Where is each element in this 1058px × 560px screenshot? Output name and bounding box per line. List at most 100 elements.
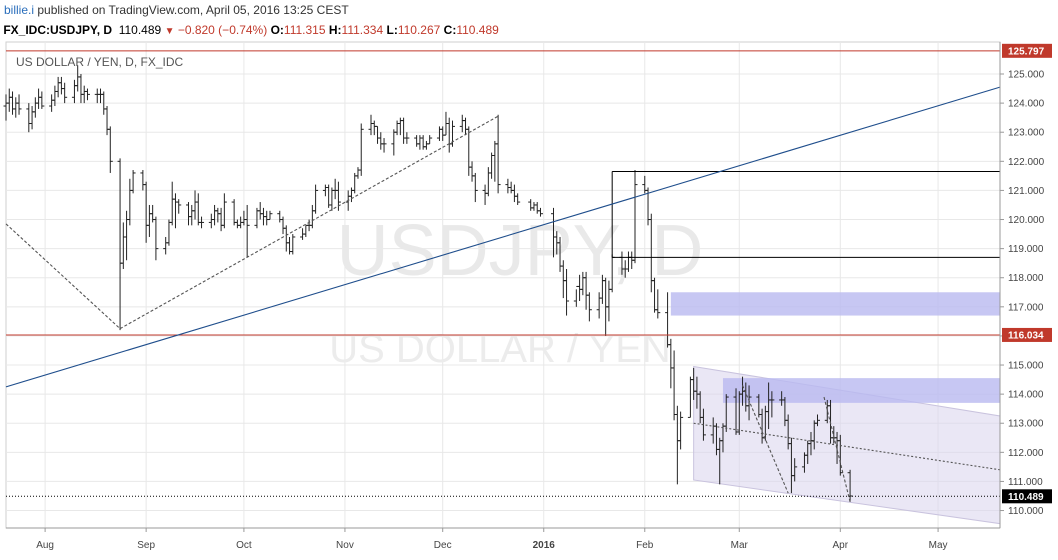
ohlc-bar — [36, 88, 42, 109]
ohlc-bar — [586, 292, 592, 322]
axes: 110.000 111.000 112.000 113.000 114.000 115.0… — [6, 42, 1052, 551]
ohlc-bar — [163, 236, 169, 255]
ohlc-bar — [449, 120, 455, 147]
ohlc-bar — [394, 120, 400, 136]
ohlc-bar — [215, 207, 221, 223]
ohlc-bar — [371, 120, 377, 136]
trend-line — [5, 86, 1001, 388]
ohlc-bar — [104, 106, 110, 136]
close-label: C: — [443, 23, 457, 37]
quote-line: FX_IDC:USDJPY, D 110.489 ▼ −0.820 (−0.74… — [0, 20, 1058, 40]
ohlc-bar — [55, 76, 61, 98]
price-tag: 116.034 — [1002, 327, 1052, 342]
ohlc-bar — [195, 193, 201, 226]
price-tag-box — [1002, 43, 1052, 58]
y-tick-label: 125.000 — [1008, 70, 1045, 81]
x-tick-label: Apr — [833, 540, 849, 551]
ohlc-bar — [208, 213, 214, 229]
ohlc-bar — [283, 225, 289, 252]
x-tick-label: Feb — [636, 540, 654, 551]
ohlc-bar — [355, 167, 361, 179]
ohlc-bar — [81, 85, 87, 104]
last-price: 110.489 — [118, 23, 162, 37]
y-tick-label: 118.000 — [1008, 273, 1044, 284]
ohlc-bar — [674, 405, 680, 485]
ohlc-bar — [655, 289, 661, 319]
ohlc-bar — [127, 178, 133, 226]
x-tick-label: Sep — [137, 540, 155, 551]
x-tick-label: Nov — [336, 540, 354, 551]
y-tick-label: 115.000 — [1008, 361, 1044, 372]
y-tick-label: 124.000 — [1008, 99, 1045, 110]
ohlc-bar — [469, 161, 475, 182]
ohlc-bar — [482, 184, 488, 205]
high-value: 111.334 — [341, 23, 384, 37]
price-tag-label: 116.034 — [1008, 330, 1044, 341]
ohlc-bar — [459, 114, 465, 133]
ohlc-bar — [130, 170, 136, 194]
ohlc-bar — [107, 126, 113, 173]
y-tick-label: 123.000 — [1008, 128, 1045, 139]
ohlc-bar — [84, 88, 90, 101]
ohlc-bar — [687, 376, 693, 418]
low-label: L: — [386, 23, 398, 37]
x-tick-label: 2016 — [533, 540, 556, 551]
ohlc-bar — [326, 184, 332, 208]
x-tick-label: Mar — [731, 540, 749, 551]
ohlc-bar — [153, 216, 159, 261]
ohlc-bar — [172, 193, 178, 229]
open-label: O: — [270, 23, 284, 37]
ohlc-bar — [58, 76, 64, 95]
ohlc-bar — [140, 170, 146, 191]
ohlc-bar — [564, 268, 570, 316]
ohlc-bar — [671, 350, 677, 421]
ohlc-bar — [241, 210, 247, 226]
ohlc-bar — [678, 411, 684, 450]
price-tag: 110.489 — [1002, 489, 1052, 504]
author-link[interactable]: billie.i — [4, 3, 35, 17]
ohlc-bar — [472, 172, 478, 203]
ohlc-bar — [511, 184, 517, 203]
ohlc-bar — [212, 204, 218, 226]
ohlc-bar — [264, 210, 270, 226]
ohlc-bar — [313, 184, 319, 214]
watermark: USDJPY, D US DOLLAR / YEN — [329, 211, 703, 371]
trend-line — [119, 115, 499, 330]
low-value: 110.267 — [397, 23, 441, 37]
trend-line — [742, 385, 789, 494]
ohlc-bar — [234, 219, 240, 229]
ohlc-bar — [303, 224, 309, 237]
ohlc-bar — [485, 167, 491, 197]
ohlc-bar — [723, 394, 729, 432]
ohlc-bar — [391, 129, 397, 156]
ohlc-bar — [420, 135, 426, 150]
zones — [670, 292, 1001, 525]
ohlc-bar — [537, 207, 543, 217]
chart-title: US DOLLAR / YEN, D, FX_IDC — [16, 55, 183, 69]
ohlc-bar — [94, 88, 100, 104]
ohlc-bar — [75, 65, 81, 92]
ohlc-bar — [244, 204, 250, 258]
y-tick-label: 122.000 — [1008, 157, 1045, 168]
ohlc-bar — [531, 202, 537, 211]
ohlc-bar — [348, 187, 354, 203]
trend-line — [5, 223, 121, 330]
drawing-lines — [5, 50, 1001, 502]
ohlc-bar — [596, 292, 602, 319]
x-tick-label: Aug — [36, 540, 54, 551]
ohlc-bar — [26, 103, 32, 133]
ohlc-bar — [290, 234, 296, 255]
ohlc-bar — [436, 126, 442, 141]
ohlc-bar — [440, 126, 446, 141]
ohlc-bars — [3, 65, 853, 502]
ohlc-bar — [508, 181, 514, 194]
ohlc-bar — [417, 135, 423, 150]
ohlc-bar — [186, 202, 192, 226]
y-tick-label: 120.000 — [1008, 215, 1045, 226]
ohlc-bar — [528, 199, 534, 211]
publish-info: published on TradingView.com, April 05, … — [37, 3, 349, 17]
ohlc-bar — [515, 193, 521, 205]
price-tag-label: 110.489 — [1008, 492, 1044, 503]
ohlc-bar — [423, 140, 429, 150]
